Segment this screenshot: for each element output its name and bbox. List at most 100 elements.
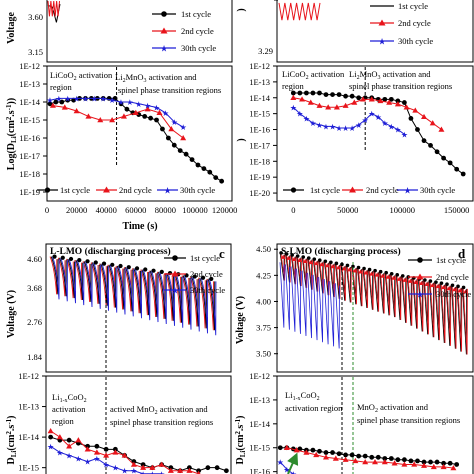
a-diff-point-1-7 [132,109,139,115]
a-xtick-3: 60000 [125,205,146,215]
b-diff-point-1-5 [333,104,340,110]
b-diff-point-0-8 [343,93,348,99]
a-diff-point-0-27 [207,169,213,175]
annotation-c-1b: activation [52,404,86,414]
d-diff-point-1-13 [411,461,418,467]
d-voltage-marker-c2-13 [352,268,358,273]
d-voltage-marker-c2-15 [363,270,369,275]
a-diff-point-2-12: ★ [153,103,160,112]
b-diff-point-2-6: ★ [329,122,336,131]
d-voltage-marker-c1-6 [312,257,317,261]
series-group-b-voltage [278,2,321,21]
c-voltage-marker-1 [60,255,65,260]
b-diff-point-0-15 [388,96,394,102]
a-diff-point-0-3 [65,97,71,103]
d-diff-point-1-14 [421,462,427,468]
c-diff-point-2-5: ★ [93,455,100,464]
annotation-b-1: LiCoO2 activation [282,69,345,81]
b-diff-point-0-21 [428,143,433,148]
d-voltage-marker-c1-33 [461,285,466,290]
a-diff-point-0-2 [59,99,65,105]
d-v-ytick-9: 2.25 [256,0,271,2]
c-diff-point-1-5 [93,449,100,455]
diff-b-label-fragment: ) [236,138,247,141]
d-voltage-marker-c1-13 [351,264,355,269]
c-diff-point-1-1 [56,434,63,440]
a-ytick-4: 1E-16 [19,133,40,143]
d-diff-point-0-6 [317,448,322,454]
annotation-c-2: actived MnO2 activation and [110,404,208,416]
b-diff-point-0-17 [402,100,407,105]
d-voltage-marker-c2-29 [440,285,446,290]
b-xtick-3: 150000 [444,205,470,215]
plot-frame-d-voltage [276,243,474,373]
c-diff-point-0-0 [48,434,54,440]
d-voltage-marker-c1-30 [445,282,449,287]
legend-a-v-1: 1st cycle [181,9,211,19]
b-diff-point-1-17 [438,126,445,132]
b-diff-point-1-13 [403,104,410,110]
a-diff-point-2-3: ★ [73,94,80,103]
svg-text:★: ★ [378,37,386,47]
d-diff-point-0-18 [395,457,401,463]
d-voltage-marker-c1-16 [367,267,372,272]
c-voltage-marker-4 [85,259,90,264]
d-diff-point-0-22 [421,459,427,465]
c-diff-point-0-6 [103,446,109,452]
d-diff-point-0-27 [454,462,460,467]
ytick-a-v-0: 3.60 [28,12,43,22]
plot-frame-b-diffusion [276,65,474,202]
b-diff-point-0-10 [356,95,362,101]
b-diff-point-1-10 [377,97,384,104]
d-voltage-marker-c2-20 [391,275,397,280]
b-diff-point-0-18 [408,116,414,121]
d-voltage-line-2 [279,262,340,349]
a-diff-point-1-8 [144,106,151,112]
c-diff-point-0-19 [223,468,229,474]
b-ytick-5: 1E-17 [249,140,270,150]
d-diff-point-0-9 [336,451,342,457]
legend-a-d-1: 1st cycle [60,185,90,195]
plot-frame-a-voltage [46,0,233,63]
annotation-c-1: Li1-xCoO2 [52,392,87,404]
d-voltage-line-1 [280,251,468,355]
a-ytick-2: 1E-14 [19,97,41,107]
d-diff-point-1-17 [450,465,457,471]
a-diff-point-1-3 [85,113,92,119]
c-diff-point-1-14 [177,467,184,473]
b-diff-point-1-1 [299,96,306,102]
b-diff-point-1-16 [429,120,436,126]
d-voltage-marker-c2-31 [452,287,458,292]
b-diff-point-0-5 [323,92,329,97]
d-voltage-marker-c2-5 [308,260,314,265]
a-diff-point-0-18 [154,117,159,123]
series-group-c-diffusion: ★★★★★★★★★★★★★★★★★★ [47,428,229,474]
b-diff-point-1-7 [351,99,358,105]
b-diff-point-0-19 [415,127,420,132]
d-v-ytick-6: 3.00 [256,0,271,2]
a-diff-point-0-21 [171,142,177,148]
a-ytick-6: 1E-18 [19,169,40,179]
c-diff-point-1-6 [103,452,110,458]
b-diff-point-2-14: ★ [381,119,388,128]
b-diff-point-0-24 [447,160,453,166]
d-diff-point-1-0 [283,444,290,450]
d-diff-point-0-10 [343,452,348,458]
series-group-a-diffusion: ★ ★ ★ ★ ★ ★ ★ ★ ★ ★ ★ ★ ★★★★ [46,94,225,184]
a-diff-point-2-15: ★ [180,123,187,132]
b-diff-point-2-13: ★ [375,113,382,122]
d-diff-point-2-1: ★ [283,465,290,474]
c-diff-point-0-16 [196,468,202,474]
d-voltage-marker-c1-0 [279,251,283,255]
d-diff-point-0-23 [428,459,433,465]
panel-letter-d: d [458,246,466,261]
annotation-b-2b: spinel phase transition regions [349,81,452,91]
d-diff-point-1-1 [293,447,300,453]
legend-b-d-3: 30th cycle [420,185,455,195]
panel-d: S-LMO (discharging process) d 4.504.254.… [234,0,474,474]
d-diff-point-1-3 [313,451,320,458]
d-voltage-marker-c1-28 [434,280,438,284]
ylabel-a-diffusion: Log(DLi(cm2.s-1)) [5,98,18,170]
a-diff-point-0-28 [213,175,219,181]
c-voltage-marker-9 [126,265,131,270]
